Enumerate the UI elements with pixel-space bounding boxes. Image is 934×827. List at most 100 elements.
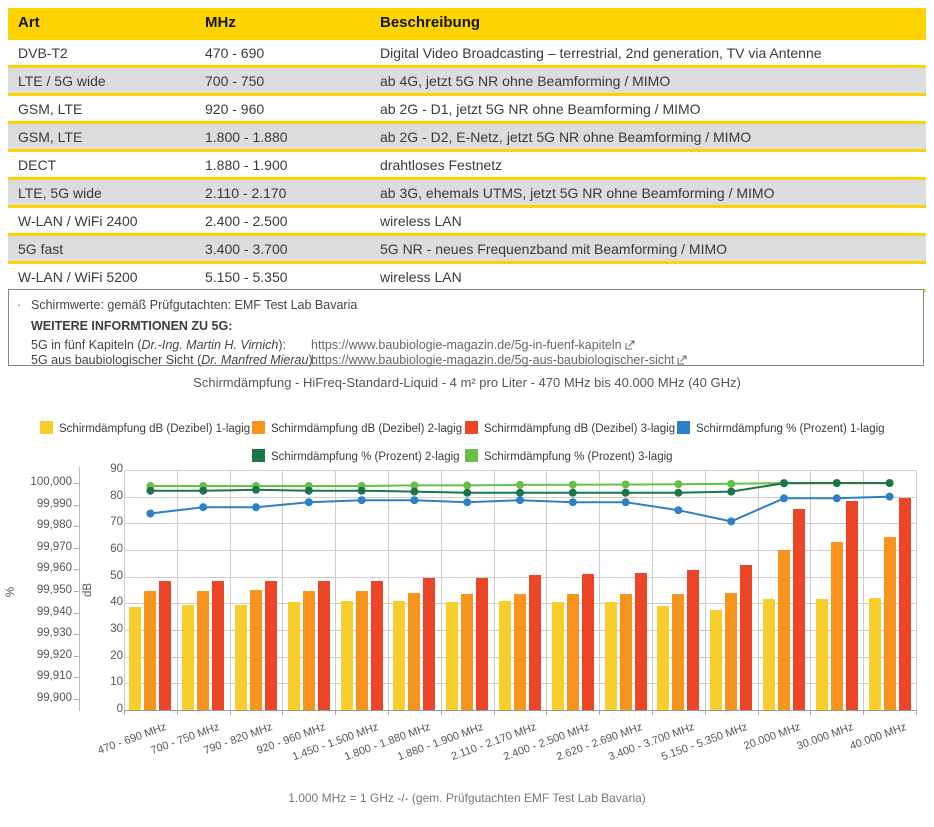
legend-swatch	[252, 449, 265, 462]
bar-2-lagig	[408, 592, 421, 710]
legend-label: Schirmdämpfung % (Prozent) 3-lagig	[484, 451, 673, 463]
h-gridline	[124, 523, 916, 525]
bar-2-lagig	[250, 590, 262, 710]
x-tick	[229, 710, 231, 715]
line-marker	[463, 498, 472, 507]
percent-tick-label: 99,950	[36, 584, 72, 596]
line-marker	[568, 488, 577, 497]
legend-swatch	[252, 421, 265, 434]
table-cell-beschreibung: wireless LAN	[380, 212, 462, 229]
h-gridline	[124, 710, 916, 711]
db-tick-label: 0	[116, 703, 123, 715]
legend-label: Schirmdämpfung dB (Dezibel) 3-lagig	[484, 423, 676, 435]
line-marker	[146, 486, 155, 495]
bar-1-lagig	[393, 600, 406, 710]
percent-tick-label: 99,960	[36, 562, 72, 575]
table-row: GSM, LTE 920 - 960 ab 2G - D1, jetzt 5G NR…	[8, 96, 926, 124]
db-tick-label: 80	[110, 489, 123, 502]
x-tick	[916, 710, 917, 715]
bar-1-lagig	[657, 606, 670, 710]
legend-swatch	[40, 421, 53, 434]
line-marker	[304, 498, 313, 507]
percent-tick-label: 99,970	[36, 540, 72, 553]
bar-3-lagig	[581, 574, 594, 710]
bar-3-lagig	[740, 564, 753, 710]
external-link[interactable]: https://www.baubiologie-magazin.de/5g-au…	[311, 353, 687, 367]
line-marker	[621, 498, 630, 507]
v-gridline	[704, 470, 706, 710]
table-cell-mhz: 5.150 - 5.350	[205, 268, 288, 285]
line-marker	[516, 496, 524, 505]
x-tick	[388, 710, 389, 715]
v-gridline	[599, 470, 601, 710]
x-tick	[335, 710, 337, 715]
bar-2-lagig	[355, 591, 368, 710]
table-header-art: Art	[18, 14, 40, 31]
table-cell-beschreibung: ab 4G, jetzt 5G NR ohne Beamforming / MI…	[380, 72, 671, 89]
bar-3-lagig	[423, 578, 436, 710]
bar-1-lagig	[815, 599, 828, 710]
table-cell-art: DVB-T2	[18, 44, 68, 61]
note-link-row: 5G aus baubiologischer Sicht (Dr. Manfre…	[31, 353, 913, 368]
table-header-row: Art MHz Beschreibung	[8, 8, 926, 40]
line-marker	[252, 503, 260, 512]
bar-2-lagig	[302, 591, 315, 710]
bar-3-lagig	[476, 578, 489, 710]
line-marker	[780, 479, 788, 488]
line-chart-layer	[146, 479, 894, 526]
percent-tick	[74, 591, 79, 592]
table-cell-art: DECT	[18, 156, 57, 173]
note-link-row: 5G in fünf Kapiteln (Dr.-Ing. Martin H. …	[31, 338, 913, 353]
table-row: LTE, 5G wide 2.110 - 2.170 ab 3G, ehemals …	[8, 180, 926, 208]
percent-tick	[74, 547, 79, 549]
bar-3-lagig	[159, 580, 172, 710]
line-marker	[780, 494, 788, 503]
bar-2-lagig	[619, 594, 632, 710]
line-marker	[199, 486, 208, 495]
x-tick	[176, 710, 178, 715]
frequency-table: Art MHz Beschreibung DVB-T2 470 - 690 Digi…	[8, 8, 926, 292]
h-gridline	[124, 470, 916, 471]
line-marker	[674, 480, 683, 489]
bar-2-lagig	[461, 594, 474, 710]
table-cell-art: W-LAN / WiFi 5200	[18, 268, 138, 285]
bar-1-lagig	[868, 598, 881, 710]
bar-1-lagig	[340, 600, 353, 710]
bar-3-lagig	[634, 572, 647, 710]
line-marker	[727, 487, 736, 496]
table-cell-beschreibung: ab 2G - D1, jetzt 5G NR ohne Beamforming…	[380, 100, 701, 117]
x-tick	[124, 710, 125, 715]
line-marker	[304, 486, 313, 495]
line-marker	[357, 486, 366, 495]
line-marker	[463, 488, 472, 497]
db-tick-label: 10	[110, 676, 123, 689]
legend-item: Schirmdämpfung % (Prozent) 3-lagig	[465, 449, 673, 463]
legend-label: Schirmdämpfung % (Prozent) 2-lagig	[271, 451, 460, 463]
bar-1-lagig	[446, 602, 459, 710]
bar-1-lagig	[551, 602, 564, 710]
bar-1-lagig	[129, 607, 142, 710]
line-marker	[252, 485, 260, 494]
external-link[interactable]: https://www.baubiologie-magazin.de/5g-in…	[311, 338, 635, 352]
line-marker	[832, 479, 841, 488]
table-row: LTE / 5G wide 700 - 750 ab 4G, jetzt 5G NR…	[8, 68, 926, 96]
db-tick-label: 30	[110, 623, 123, 635]
x-tick	[282, 710, 284, 715]
table-cell-mhz: 3.400 - 3.700	[205, 240, 288, 257]
line-marker	[516, 480, 524, 489]
table-cell-art: LTE / 5G wide	[18, 72, 106, 89]
table-cell-art: W-LAN / WiFi 2400	[18, 212, 138, 229]
legend-label: Schirmdämpfung % (Prozent) 1-lagig	[696, 423, 885, 435]
line-marker	[885, 492, 894, 501]
legend-item: Schirmdämpfung dB (Dezibel) 2-lagig	[252, 421, 462, 435]
db-tick-label: 50	[110, 569, 123, 582]
table-cell-mhz: 1.800 - 1.880	[205, 128, 288, 145]
bar-1-lagig	[235, 604, 247, 710]
x-tick	[757, 710, 759, 715]
legend-swatch	[677, 421, 690, 434]
bar-2-lagig	[144, 591, 157, 710]
table-cell-beschreibung: drahtloses Festnetz	[380, 156, 503, 173]
bar-3-lagig	[845, 500, 858, 710]
y-axis-percent-caption: %	[5, 586, 17, 598]
